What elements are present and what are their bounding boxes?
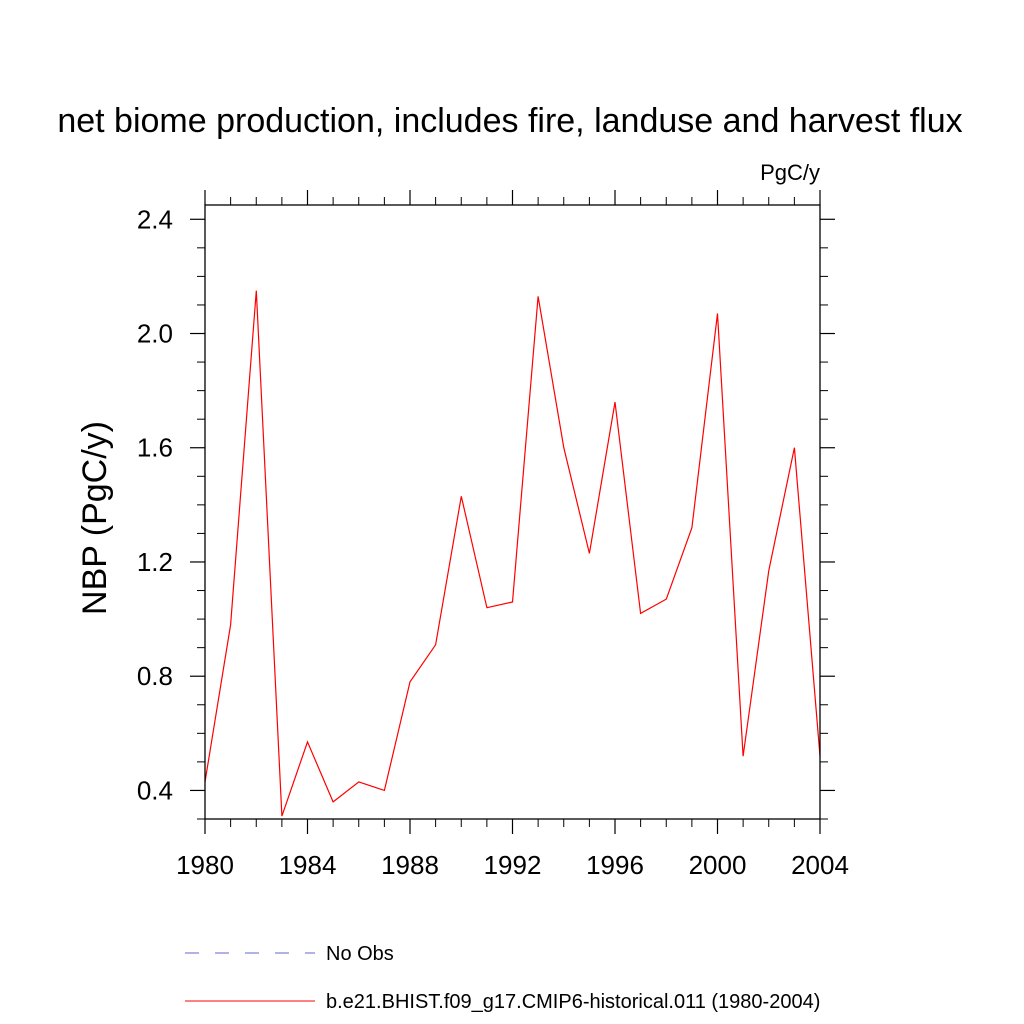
legend: No Obs b.e21.BHIST.f09_g17.CMIP6-histori… [185,943,820,1013]
y-tick-labels: 0.4 0.8 1.2 1.6 2.0 2.4 [137,204,173,805]
x-tick-label: 1988 [381,850,439,880]
y-tick-label: 0.4 [137,775,173,805]
chart-title: net biome production, includes fire, lan… [57,102,962,140]
y-tick-label: 2.4 [137,204,173,234]
x-tick-label: 1992 [484,850,542,880]
legend-label-no-obs: No Obs [326,943,394,965]
series-layer [204,290,821,817]
units-label: PgC/y [760,160,820,185]
legend-label-model: b.e21.BHIST.f09_g17.CMIP6-historical.011… [326,991,820,1013]
x-tick-label: 2000 [689,850,747,880]
x-tick-label: 1984 [279,850,337,880]
y-axis-label: NBP (PgC/y) [76,421,114,615]
y-tick-label: 1.2 [137,547,173,577]
x-tick-label: 1980 [176,850,234,880]
series-line [204,290,821,817]
plot-frame [204,204,821,820]
y-tick-label: 0.8 [137,661,173,691]
minor-ticks [197,197,828,827]
x-tick-label: 1996 [586,850,644,880]
y-tick-label: 1.6 [137,433,173,463]
x-tick-label: 2004 [791,850,849,880]
major-ticks [190,190,835,834]
y-tick-label: 2.0 [137,319,173,349]
x-tick-labels: 1980 1984 1988 1992 1996 2000 2004 [176,850,849,880]
